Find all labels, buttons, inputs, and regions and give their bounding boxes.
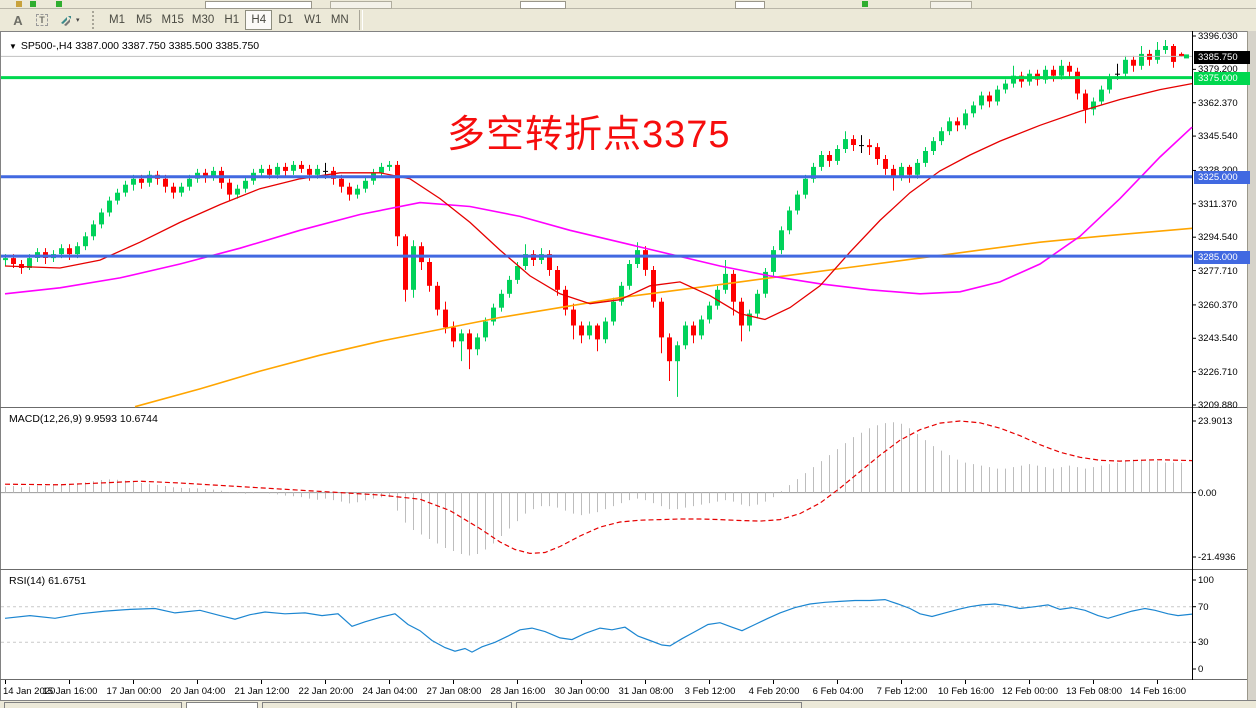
rsi-pane[interactable] <box>1 571 1191 679</box>
timeframe-button-d1[interactable]: D1 <box>278 14 294 26</box>
rsi-indicator-label: RSI(14) 61.6751 <box>9 575 87 587</box>
chart-tab[interactable] <box>262 702 512 708</box>
toolbar-icon-stub <box>30 1 36 7</box>
ohlc-text: SP500-,H4 3387.000 3387.750 3385.500 338… <box>20 40 260 52</box>
dropdown-caret-icon: ▾ <box>76 17 80 24</box>
timeframe-button-mn[interactable]: MN <box>330 14 349 26</box>
timeframe-button-w1[interactable]: W1 <box>304 14 322 26</box>
toolbar-field-stub <box>520 1 566 9</box>
toolbar-field-stub <box>205 1 312 9</box>
arrow-styles-dropdown-button[interactable]: ▾ <box>54 10 84 30</box>
toolbar-icon-stub <box>862 1 868 7</box>
chart-toolbar: A T ▾ M1 M5 M15 M30 H1 H4 D1 W1 MN <box>0 9 1256 31</box>
toolbar-field-stub <box>735 1 765 9</box>
chart-tabs-strip <box>0 700 1256 708</box>
timeframe-button-m30[interactable]: M30 <box>191 14 215 26</box>
collapse-arrow-icon: ▼ <box>9 42 17 51</box>
time-axis[interactable] <box>1 680 1247 700</box>
font-tool-button[interactable]: A <box>13 12 23 28</box>
toolbar-separator <box>359 10 364 30</box>
toolbar-field-stub <box>930 1 972 9</box>
chart-tab[interactable] <box>4 702 182 708</box>
clipped-upper-toolbar <box>0 0 1256 9</box>
chart-tab[interactable] <box>516 702 802 708</box>
timeframe-button-h1[interactable]: H1 <box>224 14 240 26</box>
timeframe-toolbar: M1 M5 M15 M30 H1 H4 D1 W1 MN <box>104 10 354 30</box>
chart-ohlc-header: ▼ SP500-,H4 3387.000 3387.750 3385.500 33… <box>9 40 259 52</box>
timeframe-button-m1[interactable]: M1 <box>109 14 125 26</box>
text-label-tool-button[interactable]: T <box>30 10 54 30</box>
toolbar-field-stub <box>330 1 392 9</box>
timeframe-button-m15[interactable]: M15 <box>161 14 184 26</box>
price-axis[interactable] <box>1192 32 1247 680</box>
toolbar-grip[interactable] <box>91 11 98 29</box>
chart-tab-active[interactable] <box>186 702 258 708</box>
macd-pane[interactable] <box>1 409 1191 568</box>
main-chart-pane[interactable] <box>1 32 1191 407</box>
timeframe-button-h4[interactable]: H4 <box>245 10 273 30</box>
timeframe-button-m5[interactable]: M5 <box>136 14 152 26</box>
toolbar-icon-stub <box>56 1 62 7</box>
text-tool-icon: T <box>36 14 48 26</box>
window-right-gutter <box>1247 31 1256 700</box>
toolbar-icon-stub <box>16 1 22 7</box>
paired-arrows-icon <box>61 16 71 26</box>
